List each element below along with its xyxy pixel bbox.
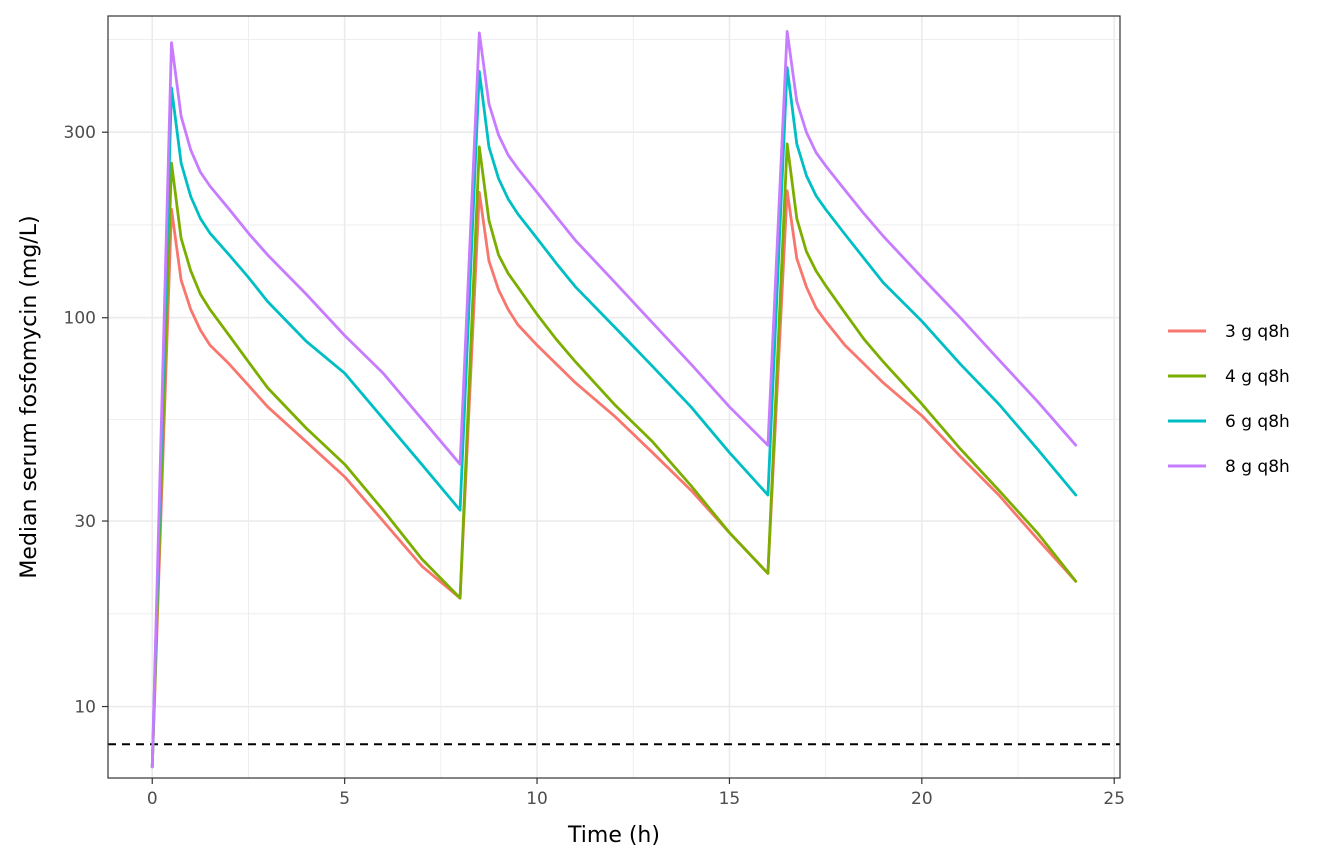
- x-tick-label: 15: [719, 789, 741, 809]
- panel-border: [107, 15, 1121, 779]
- legend-label-4: 8 g q8h: [1225, 457, 1290, 477]
- series-line-2: [150, 142, 1078, 769]
- x-tick-label: 20: [911, 789, 933, 809]
- legend-label-2: 4 g q8h: [1225, 367, 1290, 387]
- y-tick-label: 100: [64, 309, 96, 329]
- x-axis-title: Time (h): [567, 823, 660, 848]
- legend-label-1: 3 g q8h: [1225, 322, 1290, 342]
- y-tick-label: 300: [64, 123, 96, 143]
- x-tick-label: 10: [526, 789, 548, 809]
- y-tick-label: 10: [74, 698, 96, 718]
- legend: 3 g q8h 4 g q8h 6 g q8h 8 g q8h: [1168, 322, 1290, 477]
- x-tick-label: 0: [147, 789, 158, 809]
- axes: 0 5 10 15 20 25 10 30 100 300: [64, 123, 1126, 809]
- y-axis-title: Median serum fosfomycin (mg/L): [17, 215, 42, 578]
- series-lines: [150, 29, 1078, 769]
- x-tick-label: 25: [1103, 789, 1125, 809]
- series-line-3: [150, 66, 1078, 769]
- series-line-4: [150, 29, 1078, 769]
- series-line-1: [150, 189, 1078, 769]
- legend-label-3: 6 g q8h: [1225, 412, 1290, 432]
- x-tick-label: 5: [339, 789, 350, 809]
- y-tick-label: 30: [74, 512, 96, 532]
- grid-lines: [108, 16, 1120, 778]
